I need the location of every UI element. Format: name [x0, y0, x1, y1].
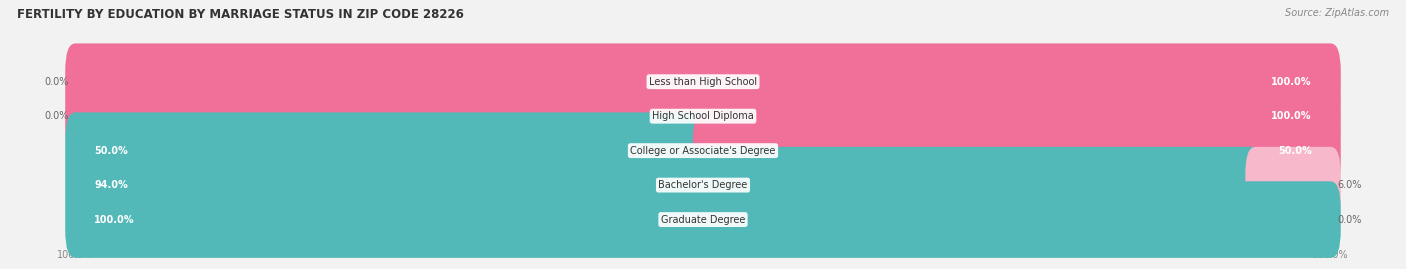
FancyBboxPatch shape	[65, 44, 1341, 120]
FancyBboxPatch shape	[65, 78, 1341, 154]
Text: 6.0%: 6.0%	[1337, 180, 1361, 190]
FancyBboxPatch shape	[1246, 147, 1341, 223]
Text: 0.0%: 0.0%	[1337, 215, 1361, 225]
Text: 100.0%: 100.0%	[94, 215, 135, 225]
FancyBboxPatch shape	[65, 147, 1341, 223]
Text: FERTILITY BY EDUCATION BY MARRIAGE STATUS IN ZIP CODE 28226: FERTILITY BY EDUCATION BY MARRIAGE STATU…	[17, 8, 464, 21]
FancyBboxPatch shape	[65, 112, 713, 189]
FancyBboxPatch shape	[65, 78, 1341, 154]
Text: 100.0%: 100.0%	[1271, 111, 1312, 121]
Text: 0.0%: 0.0%	[45, 77, 69, 87]
FancyBboxPatch shape	[65, 112, 1341, 189]
Text: Less than High School: Less than High School	[650, 77, 756, 87]
Text: High School Diploma: High School Diploma	[652, 111, 754, 121]
Text: 100.0%: 100.0%	[1271, 77, 1312, 87]
Text: 50.0%: 50.0%	[1278, 146, 1312, 156]
Text: Bachelor's Degree: Bachelor's Degree	[658, 180, 748, 190]
Text: Graduate Degree: Graduate Degree	[661, 215, 745, 225]
Text: College or Associate's Degree: College or Associate's Degree	[630, 146, 776, 156]
FancyBboxPatch shape	[65, 181, 1341, 258]
Text: 0.0%: 0.0%	[45, 111, 69, 121]
Text: Source: ZipAtlas.com: Source: ZipAtlas.com	[1285, 8, 1389, 18]
FancyBboxPatch shape	[65, 181, 1341, 258]
FancyBboxPatch shape	[65, 44, 1341, 120]
Text: 50.0%: 50.0%	[94, 146, 128, 156]
Text: 94.0%: 94.0%	[94, 180, 128, 190]
FancyBboxPatch shape	[693, 112, 1341, 189]
FancyBboxPatch shape	[65, 147, 1265, 223]
